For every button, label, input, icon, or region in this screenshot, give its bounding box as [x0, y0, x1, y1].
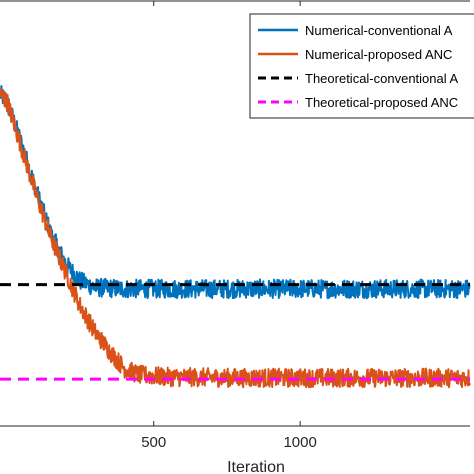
x-axis-label: Iteration: [227, 459, 285, 474]
legend-label-2: Numerical-proposed ANC: [305, 47, 452, 62]
legend-label-1: Numerical-conventional A: [305, 23, 453, 38]
legend-label-3: Theoretical-conventional A: [305, 71, 459, 86]
legend-label-4: Theoretical-proposed ANC: [305, 95, 458, 110]
legend: Numerical-conventional A Numerical-propos…: [249, 13, 474, 119]
x-tick-label: 1000: [283, 434, 316, 451]
x-tick-label: 500: [141, 434, 166, 451]
series-line-2: [0, 87, 471, 389]
series-line-1: [0, 85, 471, 300]
series-lines: [0, 85, 471, 389]
